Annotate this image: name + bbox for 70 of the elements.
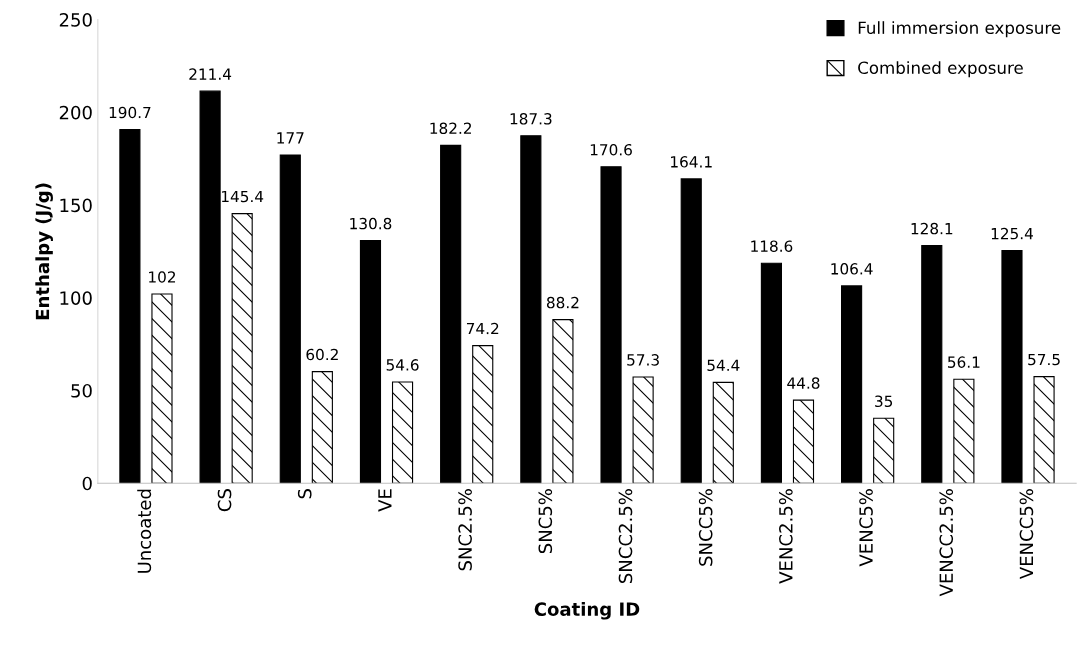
bar	[391, 381, 414, 484]
bar	[151, 293, 173, 484]
data-label: 56.1	[948, 356, 980, 368]
y-tick-label: 200	[59, 105, 92, 120]
y-tick-label: 250	[59, 13, 92, 27]
bar	[841, 285, 863, 484]
x-tick-label: VENC5%	[859, 489, 873, 567]
y-axis-title: Enthalpy (J/g)	[35, 183, 53, 320]
bar	[680, 178, 702, 484]
data-label: 145.4	[221, 190, 264, 203]
bar	[472, 345, 494, 484]
bar	[1033, 376, 1055, 484]
x-tick-label: SNC2.5%	[458, 489, 472, 571]
bar	[311, 371, 333, 484]
data-label: 177	[277, 132, 304, 144]
data-label: 106.4	[831, 263, 873, 275]
data-label: 130.8	[350, 217, 392, 230]
bar	[921, 245, 943, 484]
x-tick-label: SNCC2.5%	[618, 489, 633, 583]
x-tick-label: VE	[378, 489, 392, 512]
data-label: 88.2	[546, 296, 579, 309]
data-label: 118.6	[751, 240, 793, 252]
data-label: 54.6	[386, 359, 419, 371]
data-label: 170.6	[590, 143, 632, 156]
y-tick-label: 0	[82, 476, 92, 491]
data-label: 57.3	[627, 354, 659, 366]
data-label: 128.1	[911, 222, 953, 235]
bar	[440, 144, 462, 484]
bar	[873, 417, 895, 484]
bar	[520, 135, 542, 484]
data-label: 35	[875, 395, 893, 408]
bar	[199, 90, 221, 484]
data-label: 44.8	[787, 377, 820, 389]
bar	[359, 240, 382, 484]
data-label: 182.2	[430, 122, 471, 135]
bar	[552, 319, 574, 484]
x-tick-label: Uncoated	[137, 489, 152, 573]
data-label: 164.1	[671, 156, 712, 168]
bar	[1001, 250, 1023, 484]
bar	[953, 378, 975, 484]
bar	[632, 376, 654, 484]
bar	[119, 129, 141, 484]
x-axis-title: Coating ID	[534, 601, 640, 620]
bar	[600, 166, 622, 484]
bar	[279, 154, 301, 484]
x-tick-label: CS	[217, 489, 232, 512]
x-tick-label: VENCC5%	[1019, 489, 1034, 580]
x-tick-label: VENCC2.5%	[939, 489, 954, 597]
x-tick-label: S	[297, 489, 312, 499]
bar	[231, 213, 253, 484]
bar	[760, 262, 782, 484]
data-label: 102	[149, 271, 176, 283]
y-tick-label: 100	[60, 291, 92, 305]
data-label: 54.4	[707, 359, 740, 372]
data-label: 57.5	[1028, 353, 1060, 366]
data-label: 190.7	[109, 106, 151, 119]
x-tick-label: VENC2.5%	[779, 489, 793, 584]
bar	[712, 381, 734, 484]
data-label: 60.2	[306, 348, 338, 361]
data-label: 125.4	[991, 227, 1033, 240]
y-tick-label: 50	[71, 383, 92, 398]
legend-label: Full immersion exposure	[858, 21, 1061, 38]
x-tick-label: SNC5%	[538, 489, 553, 554]
legend-label: Combined exposure	[858, 61, 1023, 78]
data-label: 187.3	[510, 113, 552, 125]
data-label: 74.2	[466, 322, 499, 335]
bar	[792, 399, 815, 484]
y-tick-label: 150	[60, 198, 92, 213]
data-label: 211.4	[189, 68, 232, 80]
x-tick-label: SNCC5%	[698, 489, 713, 566]
